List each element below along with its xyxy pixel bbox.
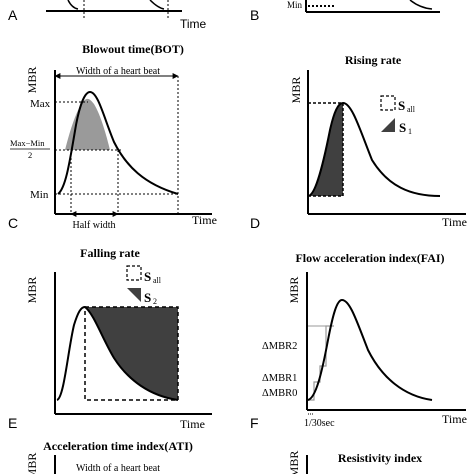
panel-e-legend-s2: S <box>144 290 151 305</box>
panel-e-xlabel: Time <box>180 417 205 431</box>
top-strip: Time Min <box>46 0 440 31</box>
bottom-left-ylabel: MBR <box>25 453 39 474</box>
panel-c-min-label: Min <box>30 189 49 201</box>
panel-e-title: Falling rate <box>80 246 140 260</box>
panel-letter-c: C <box>8 215 18 231</box>
panel-d-s-all-box <box>307 102 344 197</box>
panel-f-interval: 1/30sec <box>304 418 335 429</box>
panel-d-curve <box>307 101 441 197</box>
panel-d-legend-s-all-icon <box>380 95 396 111</box>
panel-f-dmbr2: ΔMBR2 <box>262 341 297 352</box>
panel-d-s1-fill <box>308 103 343 196</box>
panel-f-title: Flow acceleration index(FAI) <box>295 251 444 265</box>
panel-c: Blowout time(BOT) MBR Width of a heart b… <box>10 42 217 231</box>
bottom-right-panel: Resistivity index MBR <box>287 451 422 474</box>
bottom-right-title: Resistivity index <box>338 451 422 465</box>
panel-f: Flow acceleration index(FAI) MBR Time ΔM… <box>262 251 467 429</box>
panel-c-curve <box>57 90 179 195</box>
panel-d-legend-s1-sub: 1 <box>408 127 412 136</box>
panel-letter-b: B <box>250 7 259 23</box>
panel-c-mid-den: 2 <box>28 150 32 160</box>
panel-f-curve <box>307 298 433 401</box>
panel-letter-f: F <box>250 415 259 431</box>
panel-letter-e: E <box>8 415 17 431</box>
panel-e: Falling rate MBR Time S all S 2 <box>25 246 212 431</box>
top-left-curve-1 <box>67 0 79 10</box>
bottom-left-width-label: Width of a heart beat <box>76 463 160 474</box>
panel-e-legend-s-all: S <box>144 269 151 284</box>
panel-d-legend-s-all: S <box>398 98 405 113</box>
panel-f-xlabel: Time <box>442 412 467 426</box>
panel-c-mid-num: Max−Min <box>10 138 45 148</box>
panel-e-ylabel: MBR <box>25 277 39 304</box>
panel-e-legend-s-all-sub: all <box>153 276 162 285</box>
panel-f-dmbr0: ΔMBR0 <box>262 388 297 399</box>
panel-c-ylabel: MBR <box>25 67 39 94</box>
bottom-left-title: Acceleration time index(ATI) <box>43 439 193 453</box>
panel-letter-d: D <box>250 215 260 231</box>
top-left-curve-2 <box>149 0 165 10</box>
panel-c-gray-fill <box>65 98 110 150</box>
panel-letter-a: A <box>8 7 18 23</box>
bottom-right-ylabel: MBR <box>287 451 301 474</box>
panel-d-legend-s-all-sub: all <box>407 105 416 114</box>
panel-e-curve <box>56 305 179 401</box>
panel-e-s2-fill <box>85 307 178 400</box>
panel-e-legend-s2-sub: 2 <box>153 297 157 306</box>
top-right-min: Min <box>287 0 303 10</box>
panel-f-dmbr1: ΔMBR1 <box>262 373 297 384</box>
panel-d-title: Rising rate <box>345 53 402 67</box>
panel-d: Rising rate MBR Time S all S 1 <box>289 53 467 229</box>
panel-c-half-label: Half width <box>72 220 115 231</box>
panel-c-xlabel: Time <box>192 213 217 227</box>
top-right-curve <box>409 0 433 10</box>
panel-c-max-label: Max <box>30 98 51 110</box>
panel-e-s-all-box <box>84 306 179 401</box>
bottom-left-panel: Acceleration time index(ATI) MBR Width o… <box>25 439 193 474</box>
panel-c-title: Blowout time(BOT) <box>82 42 184 56</box>
panel-e-legend-s-all-icon <box>126 265 142 281</box>
panel-d-legend-s1-icon <box>381 118 395 132</box>
panel-d-ylabel: MBR <box>289 77 303 104</box>
panel-d-legend-s1: S <box>399 120 406 135</box>
top-left-time: Time <box>180 17 207 31</box>
panel-f-ylabel: MBR <box>287 277 301 304</box>
panel-f-steps <box>307 325 334 401</box>
panel-e-legend-s2-icon <box>127 288 141 302</box>
panel-c-width-label: Width of a heart beat <box>76 66 160 77</box>
panel-d-xlabel: Time <box>442 215 467 229</box>
